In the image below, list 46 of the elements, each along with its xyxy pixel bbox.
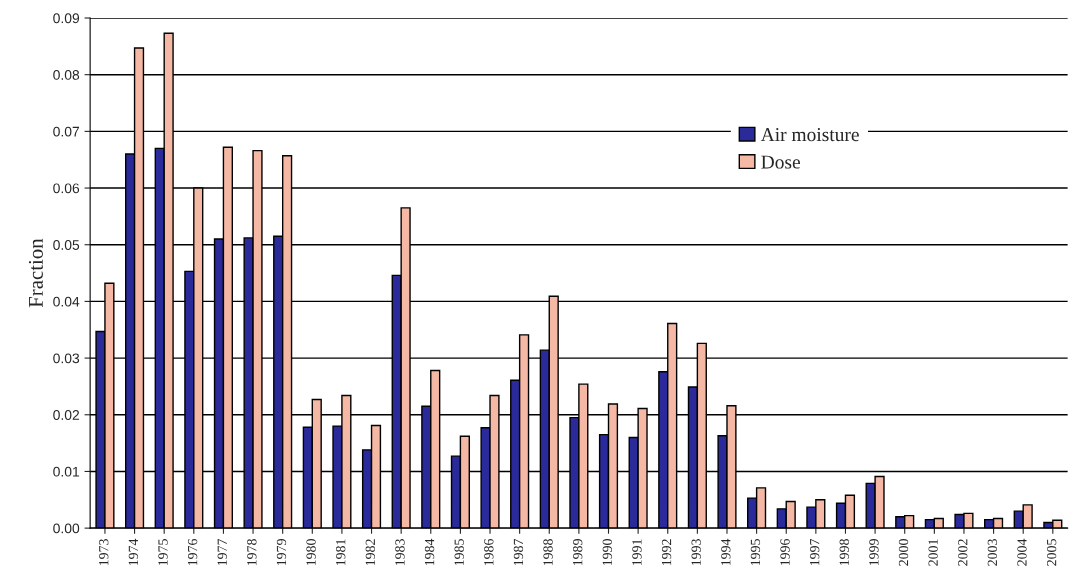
- x-tick-label: 1984: [424, 538, 435, 566]
- x-tick-label: 2001: [928, 539, 938, 566]
- y-tick-label: 0.04: [53, 296, 80, 307]
- x-tick-label: 1986: [484, 538, 494, 566]
- x-tick-label: 1995: [750, 539, 761, 566]
- x-tick-label: 1976: [187, 538, 198, 566]
- x-tick-label: 1994: [721, 538, 731, 566]
- x-tick-label: 2002: [958, 539, 968, 566]
- x-tick-label: 1980: [306, 539, 316, 566]
- x-tick-label: 1978: [247, 539, 257, 566]
- x-tick-label: 1999: [869, 539, 879, 566]
- x-tick-label: 1983: [395, 539, 405, 566]
- legend-label: Air moisture: [760, 128, 859, 142]
- x-tick-label: 1988: [543, 539, 553, 566]
- x-tick-label: 1973: [99, 539, 109, 566]
- x-tick-label: 2004: [1017, 538, 1027, 566]
- y-tick-label: 0.05: [53, 240, 80, 250]
- x-tick-label: 1975: [158, 539, 168, 566]
- x-tick-label: 1990: [602, 539, 612, 566]
- legend-label: Dose: [761, 155, 800, 169]
- y-tick-label: 0.08: [53, 70, 80, 80]
- x-tick-label: 2000: [898, 539, 909, 566]
- y-tick-label: 0.00: [53, 523, 80, 534]
- y-axis-title: Fraction: [28, 238, 43, 308]
- x-tick-label: 1991: [632, 539, 642, 566]
- y-tick-label: 0.01: [53, 466, 80, 477]
- y-tick-label: 0.02: [53, 410, 80, 420]
- x-tick-label: 1982: [365, 539, 376, 566]
- y-tick-label: 0.09: [53, 13, 80, 24]
- x-tick-label: 1996: [780, 538, 790, 566]
- x-tick-label: 1997: [810, 538, 820, 566]
- x-tick-label: 1987: [513, 538, 524, 566]
- x-tick-label: 1974: [128, 538, 139, 566]
- x-tick-label: 1989: [572, 539, 583, 566]
- x-tick-label: 1998: [839, 539, 849, 566]
- x-tick-label: 1992: [661, 539, 672, 566]
- x-tick-label: 1981: [336, 539, 346, 566]
- x-tick-label: 1993: [691, 539, 701, 566]
- y-tick-label: 0.03: [53, 353, 80, 364]
- x-tick-label: 1977: [217, 538, 227, 566]
- y-tick-label: 0.07: [53, 126, 80, 137]
- x-tick-label: 1985: [454, 539, 464, 566]
- x-tick-label: 2003: [987, 539, 998, 566]
- x-tick-label: 1979: [276, 539, 287, 566]
- y-tick-label: 0.06: [53, 183, 80, 194]
- x-tick-label: 2005: [1046, 539, 1057, 566]
